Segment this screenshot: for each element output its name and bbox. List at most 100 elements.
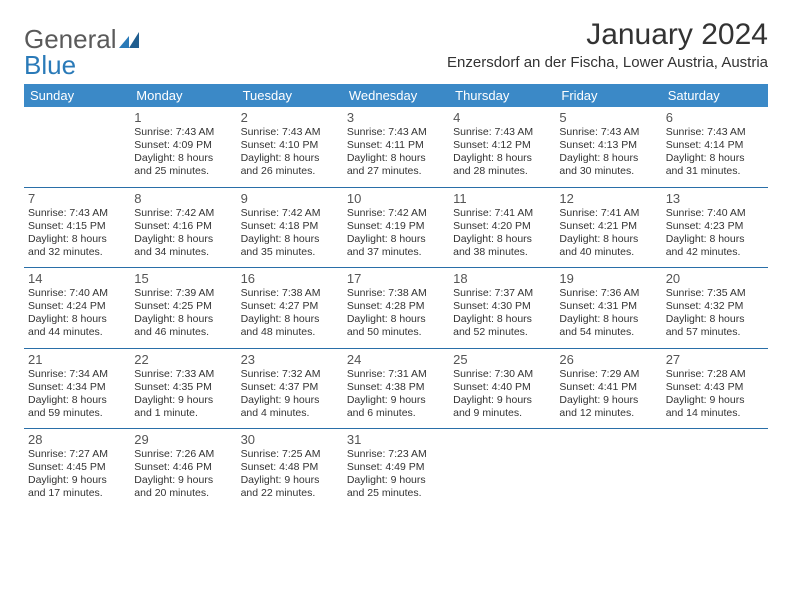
day-sunrise: Sunrise: 7:37 AM xyxy=(453,287,551,300)
day-daylight1: Daylight: 8 hours xyxy=(453,233,551,246)
weekday-header: Wednesday xyxy=(343,84,449,107)
day-sunrise: Sunrise: 7:40 AM xyxy=(666,207,764,220)
day-number: 29 xyxy=(134,432,232,447)
day-daylight2: and 32 minutes. xyxy=(28,246,126,259)
day-number: 15 xyxy=(134,271,232,286)
day-daylight2: and 59 minutes. xyxy=(28,407,126,420)
day-daylight1: Daylight: 8 hours xyxy=(241,233,339,246)
day-daylight2: and 31 minutes. xyxy=(666,165,764,178)
calendar-day-cell: 27Sunrise: 7:28 AMSunset: 4:43 PMDayligh… xyxy=(662,349,768,429)
day-daylight2: and 40 minutes. xyxy=(559,246,657,259)
day-sunset: Sunset: 4:09 PM xyxy=(134,139,232,152)
calendar-day-cell: 21Sunrise: 7:34 AMSunset: 4:34 PMDayligh… xyxy=(24,349,130,429)
day-daylight1: Daylight: 9 hours xyxy=(134,394,232,407)
day-number: 8 xyxy=(134,191,232,206)
day-daylight1: Daylight: 8 hours xyxy=(666,152,764,165)
day-sunset: Sunset: 4:48 PM xyxy=(241,461,339,474)
day-sunrise: Sunrise: 7:26 AM xyxy=(134,448,232,461)
day-daylight2: and 35 minutes. xyxy=(241,246,339,259)
day-number: 1 xyxy=(134,110,232,125)
calendar-day-cell xyxy=(24,107,130,187)
day-sunset: Sunset: 4:32 PM xyxy=(666,300,764,313)
day-sunset: Sunset: 4:10 PM xyxy=(241,139,339,152)
day-sunrise: Sunrise: 7:40 AM xyxy=(28,287,126,300)
calendar-day-cell: 17Sunrise: 7:38 AMSunset: 4:28 PMDayligh… xyxy=(343,268,449,348)
day-daylight2: and 28 minutes. xyxy=(453,165,551,178)
day-daylight2: and 4 minutes. xyxy=(241,407,339,420)
calendar-day-cell xyxy=(555,429,661,509)
day-number: 11 xyxy=(453,191,551,206)
day-daylight2: and 27 minutes. xyxy=(347,165,445,178)
calendar-day-cell: 18Sunrise: 7:37 AMSunset: 4:30 PMDayligh… xyxy=(449,268,555,348)
day-number: 18 xyxy=(453,271,551,286)
day-daylight2: and 9 minutes. xyxy=(453,407,551,420)
weekday-header: Saturday xyxy=(662,84,768,107)
day-sunset: Sunset: 4:24 PM xyxy=(28,300,126,313)
day-sunrise: Sunrise: 7:33 AM xyxy=(134,368,232,381)
calendar-day-cell: 31Sunrise: 7:23 AMSunset: 4:49 PMDayligh… xyxy=(343,429,449,509)
day-sunset: Sunset: 4:20 PM xyxy=(453,220,551,233)
day-daylight1: Daylight: 9 hours xyxy=(28,474,126,487)
day-sunrise: Sunrise: 7:43 AM xyxy=(134,126,232,139)
day-daylight2: and 34 minutes. xyxy=(134,246,232,259)
calendar-day-cell: 12Sunrise: 7:41 AMSunset: 4:21 PMDayligh… xyxy=(555,188,661,268)
day-sunset: Sunset: 4:30 PM xyxy=(453,300,551,313)
day-daylight1: Daylight: 8 hours xyxy=(241,152,339,165)
day-number: 24 xyxy=(347,352,445,367)
day-sunset: Sunset: 4:13 PM xyxy=(559,139,657,152)
day-daylight2: and 25 minutes. xyxy=(347,487,445,500)
page-header: General Blue January 2024 Enzersdorf an … xyxy=(24,18,768,78)
calendar-day-cell xyxy=(449,429,555,509)
day-sunset: Sunset: 4:37 PM xyxy=(241,381,339,394)
calendar-day-cell: 22Sunrise: 7:33 AMSunset: 4:35 PMDayligh… xyxy=(130,349,236,429)
calendar-day-cell: 7Sunrise: 7:43 AMSunset: 4:15 PMDaylight… xyxy=(24,188,130,268)
day-sunrise: Sunrise: 7:34 AM xyxy=(28,368,126,381)
day-sunrise: Sunrise: 7:30 AM xyxy=(453,368,551,381)
day-daylight2: and 52 minutes. xyxy=(453,326,551,339)
day-number: 30 xyxy=(241,432,339,447)
calendar-day-cell: 14Sunrise: 7:40 AMSunset: 4:24 PMDayligh… xyxy=(24,268,130,348)
day-sunrise: Sunrise: 7:32 AM xyxy=(241,368,339,381)
day-sunrise: Sunrise: 7:29 AM xyxy=(559,368,657,381)
day-daylight2: and 25 minutes. xyxy=(134,165,232,178)
day-daylight1: Daylight: 9 hours xyxy=(134,474,232,487)
day-daylight2: and 46 minutes. xyxy=(134,326,232,339)
day-sunrise: Sunrise: 7:23 AM xyxy=(347,448,445,461)
day-number: 28 xyxy=(28,432,126,447)
calendar-day-cell xyxy=(662,429,768,509)
day-sunset: Sunset: 4:46 PM xyxy=(134,461,232,474)
calendar-day-cell: 15Sunrise: 7:39 AMSunset: 4:25 PMDayligh… xyxy=(130,268,236,348)
calendar-week-row: 21Sunrise: 7:34 AMSunset: 4:34 PMDayligh… xyxy=(24,349,768,430)
day-sunrise: Sunrise: 7:41 AM xyxy=(453,207,551,220)
day-sunrise: Sunrise: 7:43 AM xyxy=(559,126,657,139)
location-text: Enzersdorf an der Fischa, Lower Austria,… xyxy=(447,54,768,71)
month-title: January 2024 xyxy=(447,18,768,52)
day-number: 23 xyxy=(241,352,339,367)
day-number: 3 xyxy=(347,110,445,125)
day-daylight1: Daylight: 9 hours xyxy=(347,394,445,407)
calendar-week-row: 7Sunrise: 7:43 AMSunset: 4:15 PMDaylight… xyxy=(24,188,768,269)
calendar-week-row: 1Sunrise: 7:43 AMSunset: 4:09 PMDaylight… xyxy=(24,107,768,188)
logo-mark-icon xyxy=(119,26,143,52)
day-sunset: Sunset: 4:49 PM xyxy=(347,461,445,474)
day-sunrise: Sunrise: 7:42 AM xyxy=(134,207,232,220)
day-daylight2: and 38 minutes. xyxy=(453,246,551,259)
calendar-day-cell: 20Sunrise: 7:35 AMSunset: 4:32 PMDayligh… xyxy=(662,268,768,348)
day-daylight2: and 22 minutes. xyxy=(241,487,339,500)
calendar-table: Sunday Monday Tuesday Wednesday Thursday… xyxy=(24,84,768,509)
day-sunset: Sunset: 4:35 PM xyxy=(134,381,232,394)
day-daylight1: Daylight: 8 hours xyxy=(559,233,657,246)
day-sunset: Sunset: 4:15 PM xyxy=(28,220,126,233)
day-sunrise: Sunrise: 7:36 AM xyxy=(559,287,657,300)
calendar-day-cell: 16Sunrise: 7:38 AMSunset: 4:27 PMDayligh… xyxy=(237,268,343,348)
day-number: 20 xyxy=(666,271,764,286)
day-sunset: Sunset: 4:28 PM xyxy=(347,300,445,313)
day-number: 12 xyxy=(559,191,657,206)
logo-text-block: General Blue xyxy=(24,26,143,78)
day-number: 2 xyxy=(241,110,339,125)
day-daylight2: and 6 minutes. xyxy=(347,407,445,420)
day-daylight1: Daylight: 9 hours xyxy=(453,394,551,407)
day-sunset: Sunset: 4:38 PM xyxy=(347,381,445,394)
day-daylight1: Daylight: 8 hours xyxy=(28,233,126,246)
day-daylight1: Daylight: 8 hours xyxy=(134,313,232,326)
